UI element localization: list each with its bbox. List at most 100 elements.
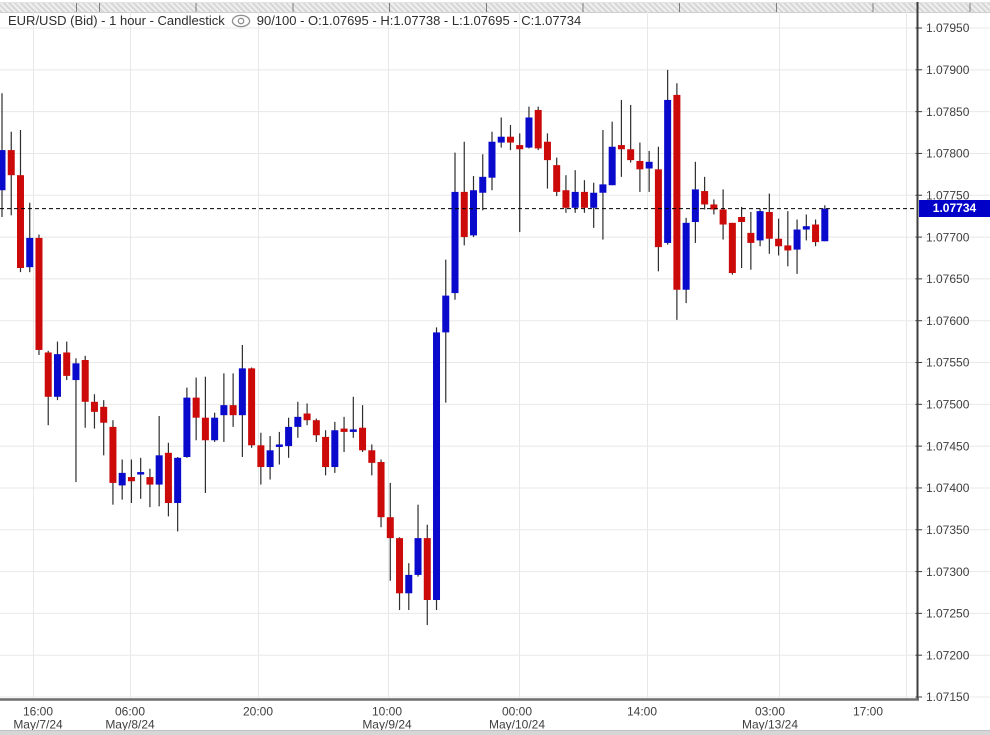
candle-body-up xyxy=(433,332,441,600)
candle-body-down xyxy=(775,238,783,247)
candle-body-down xyxy=(44,352,52,397)
candle-body-down xyxy=(201,417,209,441)
candle-body-up xyxy=(479,176,487,193)
price-tick-label: 1.07200 xyxy=(926,648,970,662)
time-tick-label: 20:00 xyxy=(243,705,273,719)
candle-body-up xyxy=(525,117,533,148)
candle-body-down xyxy=(35,237,43,350)
candle-body-down xyxy=(7,150,15,176)
eye-icon[interactable] xyxy=(231,14,251,28)
candle-body-down xyxy=(617,145,625,150)
candle-body-down xyxy=(719,209,727,225)
candle-body-up xyxy=(266,450,274,468)
candle-body-up xyxy=(72,363,80,381)
candle-body-down xyxy=(127,477,135,482)
candle-body-down xyxy=(673,94,681,290)
candle-body-up xyxy=(608,146,616,186)
candle-body-up xyxy=(26,237,34,268)
candle-body-down xyxy=(100,406,108,423)
candle-body-down xyxy=(506,136,514,143)
candle-body-down xyxy=(701,191,709,205)
candle-body-up xyxy=(571,191,579,208)
time-tick-label: 17:00 xyxy=(853,705,883,719)
candle-body-down xyxy=(16,175,24,269)
candle-body-down xyxy=(322,436,330,468)
date-tick-label: May/9/24 xyxy=(362,718,412,732)
candle-body-up xyxy=(285,426,293,447)
candle-body-up xyxy=(137,472,145,475)
candle-body-down xyxy=(562,190,570,208)
time-tick-label: 06:00 xyxy=(115,705,145,719)
candle-body-down xyxy=(543,141,551,161)
price-tick-label: 1.07300 xyxy=(926,565,970,579)
candle-body-up xyxy=(294,416,302,427)
date-tick-label: May/13/24 xyxy=(742,718,798,732)
price-tick-label: 1.07650 xyxy=(926,272,970,286)
candle-body-up xyxy=(821,208,829,242)
candle-body-down xyxy=(164,452,172,503)
candle-body-up xyxy=(599,184,607,193)
price-tick-label: 1.07750 xyxy=(926,188,970,202)
candle-body-up xyxy=(756,211,764,241)
price-tick-label: 1.07700 xyxy=(926,230,970,244)
time-tick-label: 14:00 xyxy=(627,705,657,719)
price-tick-label: 1.07500 xyxy=(926,398,970,412)
candle-body-down xyxy=(377,462,385,518)
price-tick-label: 1.07150 xyxy=(926,690,970,704)
chart-title-ohlc: 90/100 - O:1.07695 - H:1.07738 - L:1.076… xyxy=(256,13,582,28)
candle-body-up xyxy=(590,192,598,208)
candle-body-down xyxy=(627,149,635,161)
candle-body-up xyxy=(451,191,459,294)
candle-body-down xyxy=(710,204,718,210)
candle-body-down xyxy=(747,232,755,243)
price-tick-label: 1.07800 xyxy=(926,147,970,161)
candle-body-down xyxy=(368,450,376,463)
candle-body-down xyxy=(396,538,404,594)
candle-body-up xyxy=(53,354,61,397)
candle-body-down xyxy=(765,211,773,239)
candle-body-up xyxy=(174,457,182,503)
candle-body-up xyxy=(331,430,339,468)
candle-body-up xyxy=(275,444,283,447)
candle-body-up xyxy=(802,226,810,230)
candle-body-up xyxy=(682,222,690,290)
candle-body-down xyxy=(812,224,820,243)
last-price-badge: 1.07734 xyxy=(919,200,990,218)
candle-body-up xyxy=(0,150,6,191)
window-bottom-edge xyxy=(0,730,990,735)
candle-body-up xyxy=(793,229,801,250)
candle-body-up xyxy=(442,295,450,333)
candle-body-up xyxy=(155,455,163,485)
candle-body-up xyxy=(220,405,228,416)
price-tick-label: 1.07600 xyxy=(926,314,970,328)
candle-body-down xyxy=(81,359,89,402)
time-tick-label: 03:00 xyxy=(755,705,785,719)
candle-body-up xyxy=(118,472,126,486)
price-tick-label: 1.07950 xyxy=(926,21,970,35)
candle-body-down xyxy=(248,368,256,446)
price-tick-label: 1.07850 xyxy=(926,105,970,119)
candle-body-up xyxy=(349,429,357,432)
candle-body-up xyxy=(405,574,413,594)
chart-title-instrument: EUR/USD (Bid) - 1 hour - Candlestick xyxy=(8,13,225,28)
candle-body-down xyxy=(553,165,561,192)
candle-body-down xyxy=(636,160,644,170)
candle-body-up xyxy=(664,99,672,243)
price-tick-label: 1.07350 xyxy=(926,523,970,537)
candle-body-down xyxy=(738,216,746,223)
candle-body-up xyxy=(497,136,505,143)
chart-title: EUR/USD (Bid) - 1 hour - Candlestick 90/… xyxy=(8,12,581,29)
candle-body-up xyxy=(211,417,219,441)
candle-body-down xyxy=(146,477,154,485)
chart-top-scrollbar[interactable] xyxy=(0,2,990,13)
candle-body-down xyxy=(63,352,71,376)
candle-body-up xyxy=(414,538,422,575)
time-tick-label: 00:00 xyxy=(502,705,532,719)
time-tick-label: 10:00 xyxy=(372,705,402,719)
candle-body-down xyxy=(516,145,524,150)
price-tick-label: 1.07450 xyxy=(926,439,970,453)
time-tick-label: 16:00 xyxy=(23,705,53,719)
date-tick-label: May/10/24 xyxy=(489,718,545,732)
